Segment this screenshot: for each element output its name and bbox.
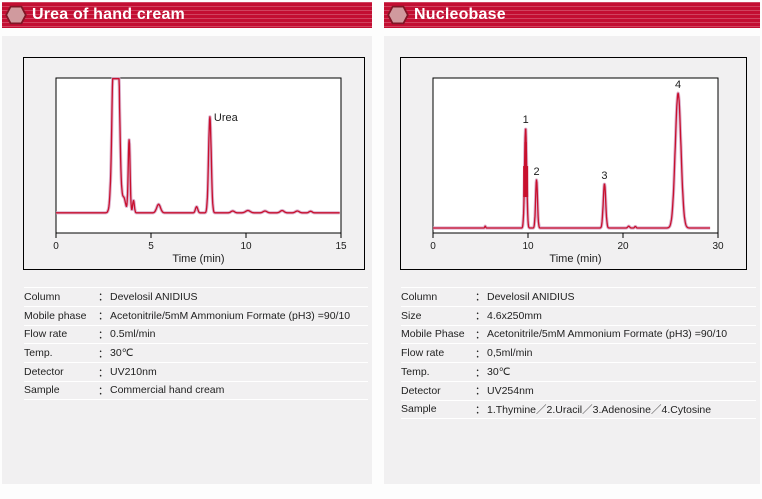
- row-value: 1.Thymine／2.Uracil／3.Adenosine／4.Cytosin…: [487, 403, 712, 416]
- right-panel-header: Nucleobase: [384, 2, 760, 28]
- row-label: Detector: [401, 384, 441, 397]
- table-row: Sample ： 1.Thymine／2.Uracil／3.Adenosine／4.…: [401, 399, 756, 419]
- row-value: UV210nm: [110, 366, 157, 379]
- row-value: Develosil ANIDIUS: [110, 290, 198, 303]
- colon-separator: ：: [475, 366, 486, 379]
- row-label: Sample: [24, 384, 60, 397]
- urea-chromatogram: 0 5 10 15 Time (min) Urea: [53, 77, 347, 265]
- row-label: Detector: [24, 366, 64, 379]
- hexagon-icon: [387, 5, 409, 25]
- row-label: Column: [24, 290, 61, 303]
- table-row: Column ： Develosil ANIDIUS: [401, 287, 756, 306]
- tick-label: 10: [522, 241, 534, 252]
- urea-chromatogram-box: 0 5 10 15 Time (min) Urea: [23, 57, 365, 270]
- tick-label: 20: [617, 241, 629, 252]
- left-panel-header: Urea of hand cream: [2, 2, 372, 28]
- peak-label: Urea: [214, 112, 239, 124]
- colon-separator: ：: [98, 384, 109, 397]
- tick-label: 5: [148, 241, 154, 252]
- tick-label: 15: [335, 241, 347, 252]
- colon-separator: ：: [475, 347, 486, 360]
- table-row: Detector ： UV210nm: [24, 362, 368, 381]
- row-label: Temp.: [24, 347, 53, 360]
- row-value: 4.6x250mm: [487, 309, 542, 322]
- row-value: 30℃: [487, 366, 511, 379]
- tick-label: 10: [240, 241, 252, 252]
- colon-separator: ：: [98, 347, 109, 360]
- colon-separator: ：: [98, 310, 109, 323]
- nucleobase-chromatogram: 0 10 20 30 Time (min) 1 2 3 4: [430, 77, 724, 265]
- hexagon-icon: [5, 5, 27, 25]
- colon-separator: ：: [475, 310, 486, 323]
- panel-title: Urea of hand cream: [32, 6, 185, 23]
- table-row: Sample ： Commercial hand cream: [24, 380, 368, 400]
- row-value: Commercial hand cream: [110, 384, 225, 397]
- left-panel: 0 5 10 15 Time (min) Urea Column： Develosil AN…: [2, 36, 372, 484]
- colon-separator: ：: [98, 366, 109, 379]
- row-label: Flow rate: [24, 328, 68, 341]
- colon-separator: ：: [475, 328, 486, 341]
- row-value: 30℃: [110, 347, 134, 360]
- tick-label: 0: [53, 241, 59, 252]
- tick-label: 0: [430, 241, 436, 252]
- row-label: Temp.: [401, 366, 430, 379]
- nucleobase-chromatogram-box: 0 10 20 30 Time (min) 1 2 3 4: [400, 57, 747, 270]
- peak-label: 1: [523, 114, 529, 126]
- right-panel: 0 10 20 30 Time (min) 1 2 3 4 Column： Develosil A…: [384, 36, 760, 484]
- table-row: Mobile phase ： Acetonitrile/5mM Ammonium F…: [24, 305, 368, 325]
- panel-title: Nucleobase: [414, 6, 506, 23]
- peak-label: 2: [533, 166, 539, 178]
- chromatogram-trace: [432, 92, 711, 229]
- plot-area: [432, 77, 719, 234]
- table-row: Flow rate ： 0,5ml/min: [401, 343, 756, 362]
- colon-separator: ：: [475, 291, 486, 304]
- x-axis-label: Time (min): [549, 253, 601, 265]
- colon-separator: ：: [98, 291, 109, 304]
- table-row: Column ： Develosil ANIDIUS: [24, 287, 368, 306]
- row-label: Size: [401, 309, 422, 322]
- colon-separator: ：: [98, 328, 109, 341]
- colon-separator: ：: [475, 403, 486, 416]
- row-label: Mobile Phase: [401, 328, 465, 341]
- row-label: Column: [401, 290, 438, 303]
- row-value: 0.5ml/min: [110, 328, 156, 341]
- row-label: Flow rate: [401, 347, 445, 360]
- peak-label: 4: [675, 79, 681, 91]
- row-value: Acetonitrile/5mM Ammonium Formate (pH3) …: [110, 309, 351, 322]
- table-row: Size ： 4.6x250mm: [401, 305, 756, 325]
- row-value: 0,5ml/min: [487, 347, 533, 360]
- table-row: Temp. ： 30℃: [24, 343, 368, 362]
- row-value: Acetonitrile/5mM Ammonium Formate (pH3) …: [487, 328, 728, 341]
- peak-label: 3: [601, 170, 607, 182]
- row-label: Sample: [401, 403, 437, 416]
- row-value: UV254nm: [487, 384, 534, 397]
- row-label: Mobile phase: [24, 309, 87, 322]
- x-axis-label: Time (min): [172, 253, 224, 265]
- chromatogram-trace: [55, 78, 341, 214]
- row-value: Develosil ANIDIUS: [487, 290, 575, 303]
- right-conditions-table: Column： Develosil ANIDIUS Size： 4.6x250mm Mo…: [401, 287, 756, 419]
- table-row: Mobile Phase ： Acetonitrile/5mM Ammonium F…: [401, 324, 756, 344]
- table-row: Flow rate ： 0.5ml/min: [24, 324, 368, 344]
- table-row: Detector ： UV254nm: [401, 380, 756, 400]
- table-row: Temp. ： 30℃: [401, 362, 756, 381]
- tick-label: 30: [712, 241, 724, 252]
- left-conditions-table: Column： Develosil ANIDIUS Mobile phase： Ace…: [24, 287, 368, 400]
- colon-separator: ：: [475, 385, 486, 398]
